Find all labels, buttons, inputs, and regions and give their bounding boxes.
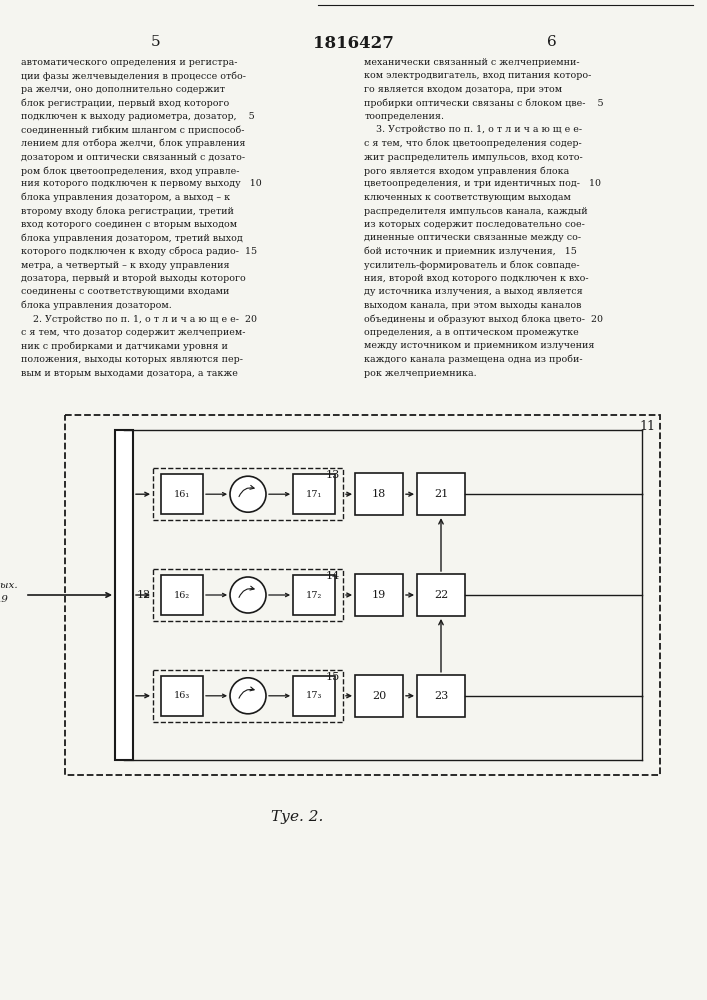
Text: бл.9: бл.9 — [0, 594, 8, 603]
Text: 21: 21 — [434, 489, 448, 499]
Text: усилитель-формирователь и блок совпаде-: усилитель-формирователь и блок совпаде- — [364, 260, 580, 270]
Text: между источником и приемником излучения: между источником и приемником излучения — [364, 342, 595, 351]
Text: ния которого подключен к первому выходу   10: ния которого подключен к первому выходу … — [21, 180, 262, 188]
Text: которого подключен к входу сброса радио-  15: которого подключен к входу сброса радио-… — [21, 247, 257, 256]
Text: второму входу блока регистрации, третий: второму входу блока регистрации, третий — [21, 207, 234, 216]
Text: блока управления дозатором, третий выход: блока управления дозатором, третий выход — [21, 233, 243, 243]
Text: ком электродвигатель, вход питания которо-: ком электродвигатель, вход питания котор… — [364, 72, 592, 81]
Bar — [153, 569, 343, 621]
Text: из которых содержит последовательно сое-: из которых содержит последовательно сое- — [364, 220, 585, 229]
Text: ции фазы желчевыделения в процессе отбо-: ции фазы желчевыделения в процессе отбо- — [21, 72, 246, 81]
Text: подключен к выходу радиометра, дозатор,    5: подключен к выходу радиометра, дозатор, … — [21, 112, 255, 121]
Bar — [161, 676, 203, 716]
Text: рого является входом управления блока: рого является входом управления блока — [364, 166, 569, 176]
Text: ром блок цветоопределения, вход управле-: ром блок цветоопределения, вход управле- — [21, 166, 240, 176]
Text: автоматического определения и регистра-: автоматического определения и регистра- — [21, 58, 238, 67]
Text: 3. Устройство по п. 1, о т л и ч а ю щ е е-: 3. Устройство по п. 1, о т л и ч а ю щ е… — [364, 125, 583, 134]
Text: с вых.: с вых. — [0, 580, 18, 589]
Text: каждого канала размещена одна из проби-: каждого канала размещена одна из проби- — [364, 355, 583, 364]
Bar — [417, 675, 465, 717]
Bar — [65, 415, 660, 775]
Text: Τуе. 2.: Τуе. 2. — [271, 810, 323, 824]
Text: ду источника излучения, а выход является: ду источника излучения, а выход является — [364, 288, 583, 296]
Text: дозатора, первый и второй выходы которого: дозатора, первый и второй выходы которог… — [21, 274, 246, 283]
Text: блока управления дозатором.: блока управления дозатором. — [21, 301, 172, 310]
Text: 14: 14 — [326, 571, 340, 581]
Text: с я тем, что блок цветоопределения содер-: с я тем, что блок цветоопределения содер… — [364, 139, 582, 148]
Text: распределителя импульсов канала, каждый: распределителя импульсов канала, каждый — [364, 207, 588, 216]
Text: 23: 23 — [434, 691, 448, 701]
Text: ник с пробирками и датчиками уровня и: ник с пробирками и датчиками уровня и — [21, 342, 228, 351]
Text: рок желчеприемника.: рок желчеприемника. — [364, 368, 477, 377]
Circle shape — [230, 678, 266, 714]
Text: ра желчи, оно дополнительно содержит: ра желчи, оно дополнительно содержит — [21, 85, 226, 94]
Text: 16₁: 16₁ — [174, 490, 190, 499]
Text: метра, а четвертый – к входу управления: метра, а четвертый – к входу управления — [21, 260, 230, 269]
Text: 15: 15 — [326, 672, 340, 682]
Bar — [161, 474, 203, 514]
Text: жит распределитель импульсов, вход кото-: жит распределитель импульсов, вход кото- — [364, 152, 583, 161]
Circle shape — [230, 577, 266, 613]
Bar — [417, 473, 465, 515]
Bar — [115, 430, 133, 760]
Bar — [293, 676, 335, 716]
Text: 6: 6 — [547, 35, 556, 49]
Circle shape — [230, 476, 266, 512]
Text: дозатором и оптически связанный с дозато-: дозатором и оптически связанный с дозато… — [21, 152, 245, 161]
Text: лением для отбора желчи, блок управления: лением для отбора желчи, блок управления — [21, 139, 246, 148]
Text: соединены с соответствующими входами: соединены с соответствующими входами — [21, 288, 230, 296]
Text: 22: 22 — [434, 590, 448, 600]
Text: диненные оптически связанные между со-: диненные оптически связанные между со- — [364, 233, 581, 242]
Bar — [355, 473, 403, 515]
Text: пробирки оптически связаны с блоком цве-    5: пробирки оптически связаны с блоком цве-… — [364, 99, 604, 108]
Text: соединенный гибким шлангом с приспособ-: соединенный гибким шлангом с приспособ- — [21, 125, 245, 135]
Bar — [153, 468, 343, 520]
Text: 1816427: 1816427 — [313, 35, 394, 52]
Text: 17₂: 17₂ — [306, 590, 322, 599]
Bar — [293, 474, 335, 514]
Text: го является входом дозатора, при этом: го является входом дозатора, при этом — [364, 85, 562, 94]
Text: объединены и образуют выход блока цвето-  20: объединены и образуют выход блока цвето-… — [364, 314, 603, 324]
Text: определения, а в оптическом промежутке: определения, а в оптическом промежутке — [364, 328, 579, 337]
Text: 19: 19 — [372, 590, 386, 600]
Text: выходом канала, при этом выходы каналов: выходом канала, при этом выходы каналов — [364, 301, 582, 310]
Text: блока управления дозатором, а выход – к: блока управления дозатором, а выход – к — [21, 193, 230, 202]
Bar — [355, 675, 403, 717]
Text: 16₂: 16₂ — [174, 590, 190, 599]
Text: вым и вторым выходами дозатора, а также: вым и вторым выходами дозатора, а также — [21, 368, 238, 377]
Text: 11: 11 — [639, 420, 655, 433]
Text: механически связанный с желчеприемни-: механически связанный с желчеприемни- — [364, 58, 580, 67]
Bar — [153, 670, 343, 722]
Text: 16₃: 16₃ — [174, 691, 190, 700]
Bar — [417, 574, 465, 616]
Text: 5: 5 — [151, 35, 160, 49]
Text: 20: 20 — [372, 691, 386, 701]
Text: ния, второй вход которого подключен к вхо-: ния, второй вход которого подключен к вх… — [364, 274, 589, 283]
Text: тоопределения.: тоопределения. — [364, 112, 444, 121]
Text: 12: 12 — [137, 590, 151, 600]
Text: 17₁: 17₁ — [306, 490, 322, 499]
Bar — [161, 575, 203, 615]
Text: вход которого соединен с вторым выходом: вход которого соединен с вторым выходом — [21, 220, 238, 229]
Text: 13: 13 — [326, 470, 340, 480]
Text: 18: 18 — [372, 489, 386, 499]
Text: 17₃: 17₃ — [306, 691, 322, 700]
Text: с я тем, что дозатор содержит желчеприем-: с я тем, что дозатор содержит желчеприем… — [21, 328, 246, 337]
Text: бой источник и приемник излучения,   15: бой источник и приемник излучения, 15 — [364, 247, 577, 256]
Text: цветоопределения, и три идентичных под-   10: цветоопределения, и три идентичных под- … — [364, 180, 601, 188]
Text: положения, выходы которых являются пер-: положения, выходы которых являются пер- — [21, 355, 243, 364]
Bar — [293, 575, 335, 615]
Text: блок регистрации, первый вход которого: блок регистрации, первый вход которого — [21, 99, 230, 108]
Text: ключенных к соответствующим выходам: ключенных к соответствующим выходам — [364, 193, 571, 202]
Text: 2. Устройство по п. 1, о т л и ч а ю щ е е-  20: 2. Устройство по п. 1, о т л и ч а ю щ е… — [21, 314, 257, 324]
Bar — [355, 574, 403, 616]
